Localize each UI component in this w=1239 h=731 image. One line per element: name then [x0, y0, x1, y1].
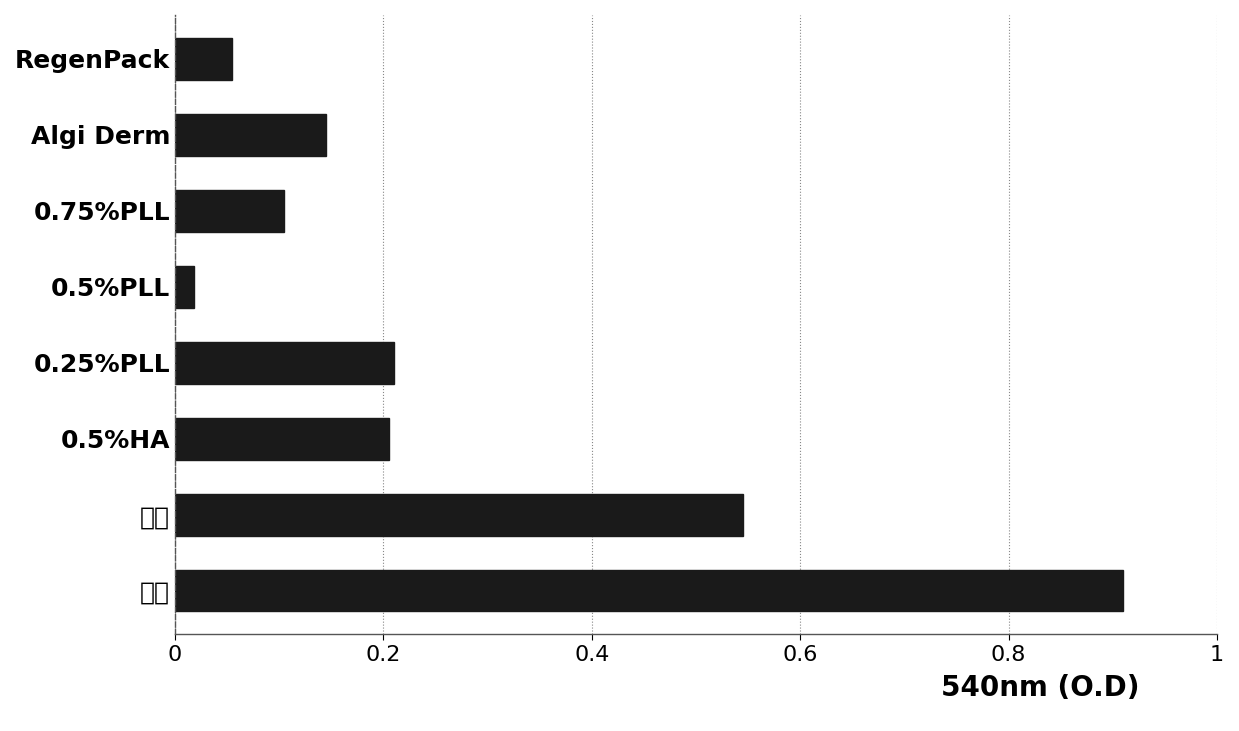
Bar — [175, 266, 193, 308]
Bar — [175, 417, 389, 460]
Bar — [175, 114, 326, 156]
Bar — [175, 190, 285, 232]
Bar — [175, 38, 232, 80]
Bar — [175, 569, 1124, 611]
Text: 540nm (O.D): 540nm (O.D) — [942, 674, 1140, 702]
Bar — [175, 342, 394, 384]
Bar — [175, 493, 743, 536]
